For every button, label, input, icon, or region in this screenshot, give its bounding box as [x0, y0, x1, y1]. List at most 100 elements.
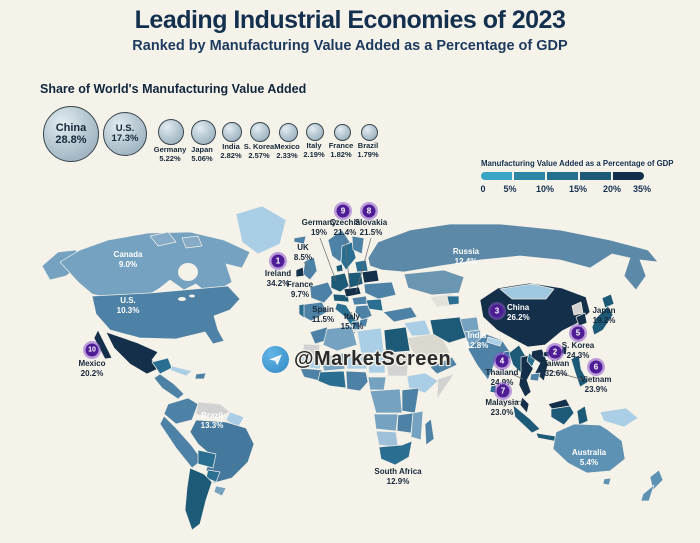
- country-algeria: [322, 325, 358, 352]
- map-label-china: China 26.2%: [507, 303, 530, 322]
- country-indonesia-borneo: [550, 405, 575, 426]
- watermark: @MarketScreen: [262, 346, 451, 373]
- country-russia: [367, 223, 659, 291]
- country-czechia-slovakia: [343, 286, 362, 298]
- bubble-caption: S. Korea 2.57%: [243, 142, 275, 160]
- country-denmark: [335, 263, 344, 273]
- map-label-germany: Germany 19%: [301, 218, 337, 237]
- country-iceland: [293, 235, 307, 245]
- map-label-uk: UK 8.5%: [293, 243, 313, 262]
- map-label-slovakia: Slovakia 21.5%: [354, 218, 388, 237]
- legend-tick: 10%: [535, 184, 555, 194]
- rank-badge-7: 7: [496, 384, 510, 398]
- bubble-germany: [158, 119, 184, 145]
- page-title: Leading Industrial Economies of 2023: [134, 6, 566, 34]
- rank-badge-5: 5: [571, 326, 585, 340]
- country-iran: [429, 316, 469, 344]
- watermark-handle: @MarketScreen: [294, 348, 452, 370]
- country-kenya-tanzania: [401, 387, 420, 414]
- legend-segment: [514, 172, 545, 180]
- map-label-brazil: Brazil 13.3%: [200, 411, 224, 430]
- map-label-u-s-: U.S. 10.3%: [116, 296, 140, 315]
- country-sweden: [340, 241, 357, 271]
- country-usa: [91, 285, 241, 345]
- map-label-mexico: Mexico 20.2%: [78, 359, 106, 378]
- country-paraguay: [205, 469, 221, 483]
- rank-badge-9: 9: [336, 204, 350, 218]
- map-label-australia: Australia 5.4%: [571, 448, 607, 467]
- country-hungary: [351, 295, 369, 306]
- country-vietnam: [530, 348, 549, 382]
- bubble-india: [222, 122, 242, 142]
- bubble-us: U.S. 17.3%: [103, 112, 147, 156]
- legend-segment: [547, 172, 578, 180]
- country-libya: [356, 327, 385, 354]
- country-ethiopia: [406, 372, 439, 394]
- map-label-italy: Italy 15.7%: [340, 312, 364, 331]
- rank-badge-3: 3: [490, 304, 504, 318]
- legend-tick: 15%: [568, 184, 588, 194]
- country-south-korea: [575, 312, 588, 327]
- country-philippines: [570, 354, 589, 388]
- map-label-france: France 9.7%: [286, 280, 314, 299]
- country-tasmania: [602, 477, 612, 486]
- country-zambia-zimbabwe: [396, 412, 414, 434]
- country-north-korea: [571, 301, 584, 316]
- rank-badge-2: 2: [548, 345, 562, 359]
- map-label-taiwan: Taiwan 32.6%: [542, 359, 570, 378]
- legend-tick: 35%: [632, 184, 652, 194]
- country-egypt: [383, 326, 411, 354]
- country-sumatra: [512, 404, 541, 434]
- country-arctic-islands: [149, 231, 177, 247]
- country-madagascar: [424, 418, 435, 446]
- country-central-america: [153, 373, 185, 400]
- country-papua-new-guinea: [599, 407, 639, 428]
- country-venezuela: [195, 401, 231, 420]
- country-peru: [159, 415, 203, 469]
- country-greenland: [235, 205, 287, 255]
- map-label-thailand: Thailand 24.9%: [485, 368, 519, 387]
- country-belarus: [361, 269, 380, 284]
- legend-color-bar: [481, 172, 644, 180]
- rank-badge-8: 8: [362, 204, 376, 218]
- country-niger: [344, 352, 368, 370]
- country-arctic-islands: [181, 235, 203, 249]
- country-romania: [365, 298, 384, 312]
- map-label-malaysia: Malaysia 23.0%: [485, 398, 519, 417]
- country-cuba: [169, 365, 193, 377]
- country-brazil: [189, 419, 255, 484]
- map-label-russia: Russia 12.4%: [452, 247, 480, 266]
- country-argentina-chile: [184, 467, 213, 531]
- country-colombia: [163, 397, 199, 425]
- country-ukraine: [363, 281, 397, 300]
- legend-title: Manufacturing Value Added as a Percentag…: [481, 159, 674, 168]
- country-iraq-levant: [403, 319, 432, 337]
- country-mali: [319, 352, 346, 372]
- bubble-caption: Brazil 1.79%: [357, 140, 379, 159]
- bubble-caption: Germany 5.22%: [153, 145, 187, 163]
- country-ghana-ivory-coast: [317, 370, 347, 389]
- country-new-zealand: [649, 469, 664, 491]
- map-label-south-africa: South Africa 12.9%: [374, 467, 422, 486]
- map-label-czechia: Czechia 21.4%: [329, 218, 361, 237]
- country-japan-honshu: [591, 305, 614, 336]
- map-label-canada: Canada 9.0%: [113, 250, 143, 269]
- bubble-caption: Italy 2.19%: [303, 141, 325, 159]
- country-sulawesi: [576, 405, 589, 426]
- country-mexico-baja: [93, 329, 113, 360]
- country-japan-hokkaido: [601, 293, 615, 309]
- legend-tick: 0: [480, 184, 486, 194]
- country-nepal: [486, 336, 503, 347]
- bubble-skorea: [250, 122, 270, 142]
- telegram-paper-plane-icon: [262, 346, 289, 373]
- country-mozambique: [410, 410, 424, 441]
- country-mauritania: [299, 356, 323, 370]
- country-somalia: [436, 373, 455, 400]
- country-chad: [366, 352, 386, 374]
- country-uzbekistan: [446, 295, 460, 306]
- country-tunisia: [351, 320, 361, 331]
- map-label-s--korea: S. Korea 24.3%: [561, 341, 595, 360]
- country-ireland: [295, 266, 305, 278]
- legend-segment: [481, 172, 512, 180]
